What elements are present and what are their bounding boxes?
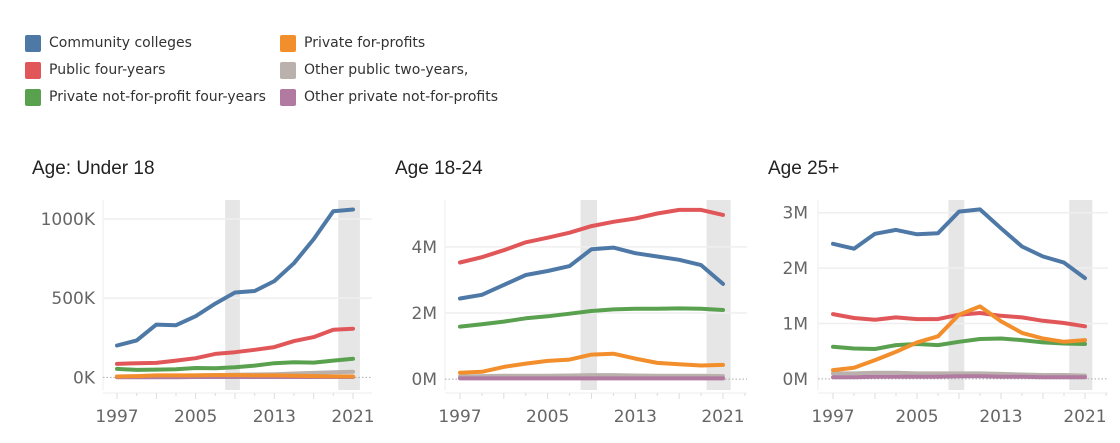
- x-tick-label: 1997: [811, 407, 854, 427]
- y-tick-label: 4M: [412, 238, 437, 258]
- series-line-community-colleges: [831, 207, 1087, 281]
- series-line-private-not-for-profit-four-years: [831, 336, 1087, 351]
- legend-swatch: [25, 61, 41, 79]
- panel-1: 0M 2M 4M 1997 2005 2013 2021: [412, 200, 747, 427]
- series-line-public-four-years: [458, 207, 725, 265]
- panel-title-25-plus: Age 25+: [768, 158, 840, 179]
- panel-title-under-18: Age: Under 18: [32, 158, 155, 179]
- series-line-private-for-profits: [831, 304, 1087, 373]
- shaded-band: [706, 200, 731, 390]
- y-tick-label: 3M: [783, 204, 808, 224]
- x-tick-label: 1997: [438, 407, 481, 427]
- x-tick-label: 2021: [1063, 407, 1106, 427]
- legend-label: Private for-profits: [304, 35, 426, 51]
- series-line-other-public-two-years: [831, 370, 1087, 378]
- x-tick-label: 2005: [174, 407, 217, 427]
- x-tick-label: 2005: [895, 407, 938, 427]
- y-tick-label: 2M: [783, 259, 808, 279]
- legend-swatch: [280, 88, 296, 106]
- legend-label: Other public two-years,: [304, 62, 469, 78]
- series-line-private-for-profits: [458, 351, 725, 375]
- y-tick-label: 0M: [412, 370, 437, 390]
- x-tick-label: 2005: [526, 407, 569, 427]
- x-tick-label: 2021: [331, 407, 374, 427]
- series-line-private-not-for-profit-four-years: [458, 306, 725, 329]
- x-tick-label: 2013: [253, 407, 296, 427]
- series-line-public-four-years: [115, 326, 355, 366]
- x-tick-label: 1997: [95, 407, 138, 427]
- legend-swatch: [25, 88, 41, 106]
- series-line-private-for-profits: [115, 373, 355, 379]
- legend-item-private-for-profits[interactable]: Private for-profits: [280, 34, 540, 52]
- y-tick-label: 1M: [783, 315, 808, 335]
- x-tick-label: 2013: [979, 407, 1022, 427]
- legend-swatch: [25, 34, 41, 52]
- legend-label: Community colleges: [49, 35, 192, 51]
- series-line-other-private-not-for-profits: [831, 374, 1087, 380]
- y-tick-label: 0M: [783, 370, 808, 390]
- series-line-community-colleges: [458, 245, 725, 301]
- legend-label: Other private not-for-profits: [304, 89, 499, 105]
- x-tick-label: 2013: [614, 407, 657, 427]
- shaded-band: [338, 200, 360, 390]
- series-line-private-not-for-profit-four-years: [115, 356, 355, 372]
- panel-2: 0M 1M 2M 3M 1997 2005 2013 2021: [783, 200, 1108, 427]
- legend-swatch: [280, 61, 296, 79]
- y-tick-label: 1000K: [41, 210, 96, 230]
- legend-item-community-colleges[interactable]: Community colleges: [25, 34, 280, 52]
- series-line-community-colleges: [115, 207, 355, 348]
- shaded-band: [1069, 200, 1093, 390]
- legend-label: Public four-years: [49, 62, 166, 78]
- legend-item-other-private-nonprofits[interactable]: Other private not-for-profits: [280, 88, 540, 106]
- legend: Community colleges Private for-profits P…: [25, 34, 540, 106]
- series-line-other-public-two-years: [458, 373, 725, 379]
- y-tick-label: 2M: [412, 304, 437, 324]
- legend-item-private-nonprofit-four-years[interactable]: Private not-for-profit four-years: [25, 88, 280, 106]
- shaded-band: [948, 200, 965, 390]
- legend-item-other-public-two-years[interactable]: Other public two-years,: [280, 61, 540, 79]
- panel-0: 0K 500K 1000K 1997 2005 2013 2021: [41, 200, 375, 427]
- y-tick-label: 500K: [51, 289, 95, 309]
- legend-item-public-four-years[interactable]: Public four-years: [25, 61, 280, 79]
- y-tick-label: 0K: [73, 368, 96, 388]
- x-tick-label: 2021: [701, 407, 744, 427]
- legend-label: Private not-for-profit four-years: [49, 89, 266, 105]
- legend-swatch: [280, 34, 296, 52]
- panel-title-18-24: Age 18-24: [395, 158, 483, 179]
